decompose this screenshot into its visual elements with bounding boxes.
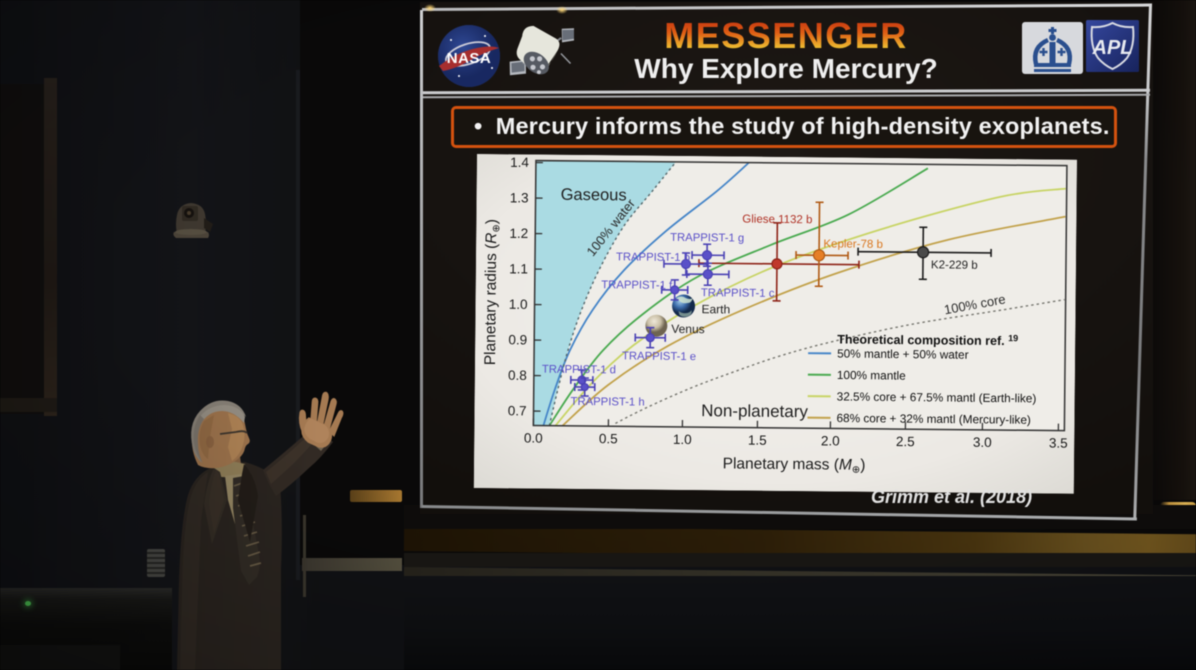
svg-text:0.0: 0.0 (524, 430, 543, 445)
svg-text:K2-229 b: K2-229 b (931, 259, 978, 271)
svg-text:1.1: 1.1 (509, 261, 528, 276)
svg-text:3.0: 3.0 (973, 435, 992, 450)
svg-text:TRAPPIST-1 b: TRAPPIST-1 b (616, 251, 690, 264)
svg-text:TRAPPIST-1 e: TRAPPIST-1 e (622, 350, 696, 363)
svg-text:32.5% core + 67.5% mantl (Eart: 32.5% core + 67.5% mantl (Earth-like) (837, 389, 1037, 405)
svg-text:NASA: NASA (447, 50, 492, 67)
svg-text:Kepler-78 b: Kepler-78 b (823, 238, 883, 251)
svg-text:3.5: 3.5 (1049, 436, 1068, 451)
svg-text:TRAPPIST-1 d: TRAPPIST-1 d (542, 364, 616, 377)
svg-text:Gliese 1132 b: Gliese 1132 b (742, 214, 812, 227)
svg-text:TRAPPIST-1 c: TRAPPIST-1 c (701, 287, 775, 300)
svg-text:1.0: 1.0 (509, 297, 528, 312)
svg-text:1.4: 1.4 (510, 155, 529, 170)
svg-text:Non-planetary: Non-planetary (701, 401, 808, 421)
svg-text:0.7: 0.7 (508, 403, 527, 418)
svg-text:TRAPPIST-1 g: TRAPPIST-1 g (670, 232, 744, 245)
svg-text:TRAPPIST-1 h: TRAPPIST-1 h (571, 396, 645, 409)
svg-text:Planetary radius (R⊕): Planetary radius (R⊕) (482, 219, 502, 365)
svg-text:0.5: 0.5 (599, 431, 618, 446)
svg-text:0.8: 0.8 (508, 368, 527, 383)
svg-text:1.2: 1.2 (509, 226, 528, 241)
svg-text:Gaseous: Gaseous (561, 186, 627, 205)
svg-text:APL: APL (1092, 37, 1133, 59)
svg-text:0.9: 0.9 (508, 332, 527, 347)
svg-text:1.5: 1.5 (748, 433, 767, 448)
svg-text:50% mantle + 50% water: 50% mantle + 50% water (837, 346, 969, 361)
svg-text:1.0: 1.0 (673, 432, 692, 447)
svg-text:Venus: Venus (671, 322, 705, 336)
svg-text:2.5: 2.5 (896, 434, 915, 449)
svg-text:68% core + 32% mantl (Mercury-: 68% core + 32% mantl (Mercury-like) (836, 411, 1031, 427)
svg-text:TRAPPIST-1 f: TRAPPIST-1 f (601, 279, 673, 292)
svg-text:Theoretical composition ref. 1: Theoretical composition ref. 19 (837, 331, 1018, 348)
svg-text:1.3: 1.3 (510, 190, 529, 205)
svg-text:100% mantle: 100% mantle (837, 368, 906, 383)
svg-text:2.0: 2.0 (821, 433, 840, 448)
svg-text:Earth: Earth (701, 302, 730, 316)
svg-text:Planetary mass (M⊕): Planetary mass (M⊕) (723, 455, 866, 475)
